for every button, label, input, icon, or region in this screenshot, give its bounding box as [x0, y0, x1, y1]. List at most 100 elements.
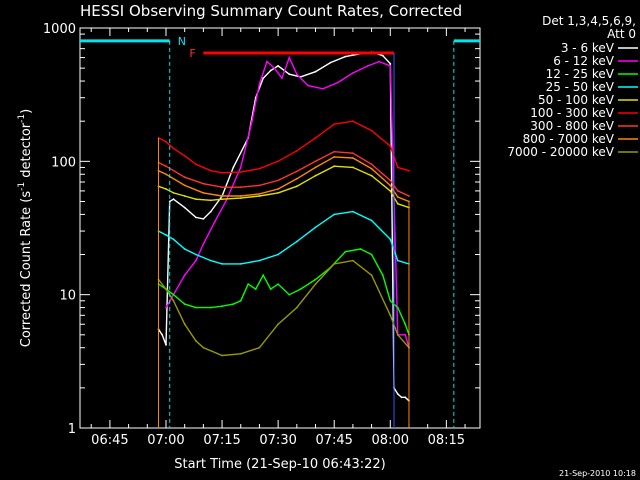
data-point [396, 306, 399, 309]
data-point [314, 70, 317, 73]
data-point [221, 354, 224, 357]
data-point [337, 81, 339, 84]
data-point [165, 306, 167, 309]
series-line [158, 150, 410, 197]
data-point [277, 65, 279, 67]
data-point [239, 263, 242, 265]
data-point [359, 248, 362, 250]
data-point [333, 213, 336, 216]
data-point [213, 221, 216, 224]
data-point [183, 323, 186, 326]
data-point [221, 186, 224, 189]
data-point [258, 167, 261, 170]
y-axis-label: Corrected Count Rate (s-1 detector-1) [17, 109, 34, 347]
series-line [158, 210, 410, 265]
data-point [370, 274, 373, 277]
data-point [172, 299, 175, 302]
legend-entry-label: 12 - 25 keV [546, 67, 615, 81]
data-point [269, 69, 272, 72]
y-tick-label: 1 [68, 422, 76, 437]
data-point [295, 177, 298, 180]
x-tick-label: 07:30 [259, 433, 296, 448]
series-line [165, 55, 410, 348]
data-point [314, 283, 317, 285]
data-point [370, 129, 373, 132]
data-point [209, 259, 212, 262]
data-point [239, 299, 242, 302]
data-point [307, 84, 309, 87]
data-point [314, 166, 317, 169]
data-point [277, 192, 279, 194]
legend-entry-label: 3 - 6 keV [561, 41, 615, 55]
data-point [221, 171, 224, 174]
data-point [183, 154, 186, 157]
data-point [195, 216, 197, 219]
data-point [344, 55, 347, 58]
x-axis-label: Start Time (21-Sep-10 06:43:22) [174, 457, 385, 472]
data-point [389, 238, 392, 241]
data-point [314, 278, 317, 281]
data-point [172, 238, 175, 241]
data-point [367, 65, 369, 67]
data-point [389, 299, 392, 302]
data-point [165, 344, 167, 346]
data-point [258, 193, 261, 195]
data-point [396, 202, 399, 205]
data-point [258, 83, 261, 85]
data-point [288, 73, 291, 76]
data-point [389, 190, 392, 192]
data-point [404, 396, 407, 399]
series-line [158, 165, 410, 209]
data-point [333, 156, 336, 158]
data-point [295, 185, 298, 188]
data-point [352, 166, 354, 169]
data-point [221, 263, 224, 265]
data-point [281, 77, 283, 80]
data-point [333, 263, 336, 265]
data-point [389, 62, 392, 65]
flare-label: F [189, 47, 195, 60]
data-point [165, 188, 167, 190]
x-tick-label: 08:00 [372, 433, 409, 448]
data-point [352, 210, 354, 213]
data-point [172, 198, 175, 201]
legend-entry-label: 7000 - 20000 keV [507, 145, 614, 159]
legend-entry-label: 50 - 100 keV [538, 93, 615, 107]
data-point [195, 306, 197, 309]
x-tick-label: 07:45 [315, 433, 352, 448]
data-point [352, 157, 354, 159]
data-point [165, 173, 167, 176]
data-point [209, 210, 212, 213]
legend-entry-label: 300 - 800 keV [530, 119, 614, 133]
data-point [352, 152, 354, 155]
night-label: N [178, 35, 186, 48]
data-point [202, 182, 205, 185]
series-line [158, 156, 410, 203]
data-point [183, 248, 186, 250]
data-point [389, 184, 392, 187]
data-point [165, 140, 167, 143]
x-tick-label: 06:45 [91, 433, 128, 448]
legend-entry-label: 6 - 12 keV [553, 54, 615, 68]
data-point [396, 166, 399, 169]
data-point [195, 253, 197, 256]
data-point [389, 145, 392, 148]
x-tick-label: 08:15 [428, 433, 465, 448]
data-point [209, 306, 212, 309]
data-point [389, 314, 392, 317]
data-point [202, 192, 205, 194]
data-point [404, 333, 407, 336]
data-point [314, 226, 317, 229]
series-line [158, 248, 410, 336]
data-point [161, 333, 164, 336]
data-point [277, 323, 279, 326]
data-point [314, 137, 317, 139]
data-point [183, 303, 186, 305]
data-point [183, 195, 186, 197]
data-point [352, 120, 354, 123]
y-tick-label: 10 [59, 289, 76, 304]
data-point [239, 195, 242, 197]
data-point [381, 54, 384, 57]
data-point [202, 243, 205, 245]
